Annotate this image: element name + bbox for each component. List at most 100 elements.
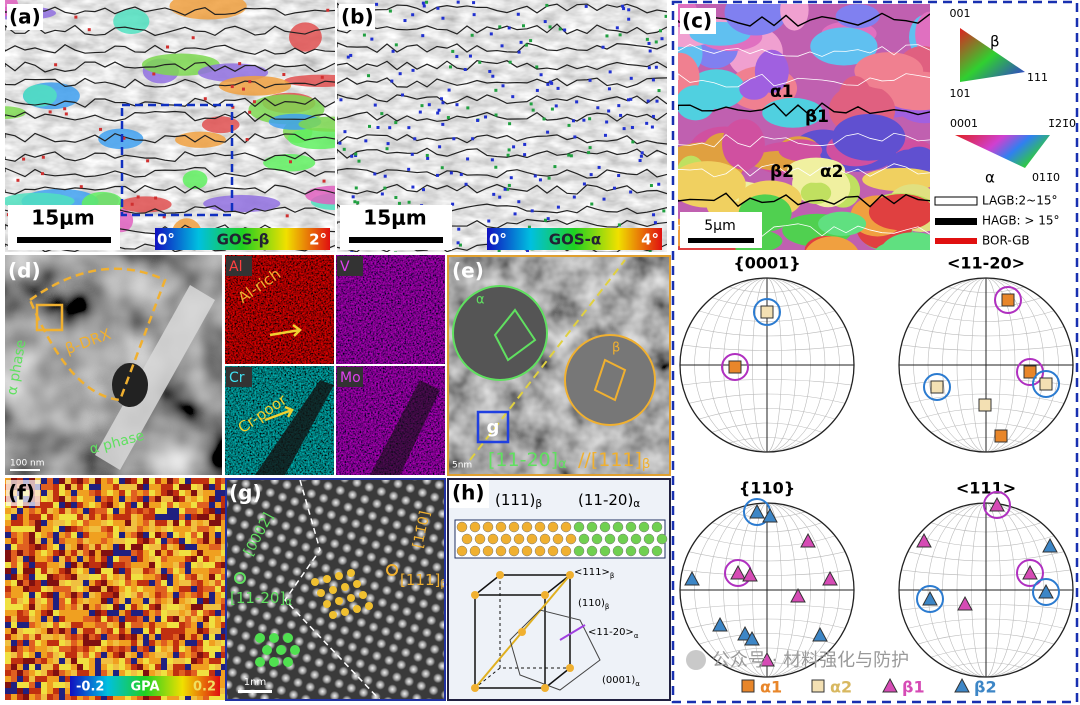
strain-cell	[143, 580, 149, 586]
strain-cell	[47, 634, 53, 640]
strain-cell	[83, 556, 89, 562]
subscript: β	[642, 457, 651, 472]
strain-cell	[209, 670, 215, 676]
orientation-dot	[648, 250, 652, 252]
strain-cell	[35, 640, 41, 646]
strain-cell	[161, 694, 167, 700]
strain-cell	[179, 538, 185, 544]
strain-cell	[11, 520, 17, 526]
strain-cell	[149, 634, 155, 640]
strain-cell	[149, 508, 155, 514]
strain-cell	[215, 622, 221, 628]
strain-cell	[53, 496, 59, 502]
strain-cell	[101, 526, 107, 532]
strain-cell	[47, 676, 53, 682]
pole-marker	[1001, 293, 1015, 307]
strain-cell	[5, 604, 11, 610]
strain-cell	[29, 562, 35, 568]
strain-cell	[59, 502, 65, 508]
strain-cell	[185, 484, 191, 490]
strain-cell	[221, 532, 227, 538]
subscript: α	[634, 632, 639, 640]
cube-atom	[541, 684, 549, 692]
strain-cell	[185, 694, 191, 700]
strain-cell	[11, 658, 17, 664]
strain-cell	[155, 580, 161, 586]
orientation-dot	[649, 184, 653, 188]
strain-cell	[149, 526, 155, 532]
strain-cell	[221, 478, 227, 484]
strain-cell	[179, 670, 185, 676]
strain-cell	[107, 508, 113, 514]
strain-cell	[29, 550, 35, 556]
orientation-dot	[543, 20, 547, 24]
strain-cell	[197, 646, 203, 652]
orientation-dot	[338, 141, 342, 145]
strain-cell	[41, 592, 47, 598]
strain-cell	[191, 568, 197, 574]
alpha-atom	[586, 521, 598, 533]
strain-cell	[29, 658, 35, 664]
orientation-dot	[556, 86, 560, 90]
strain-cell	[77, 598, 83, 604]
strain-cell	[83, 484, 89, 490]
strain-cell	[155, 670, 161, 676]
strain-cell	[41, 574, 47, 580]
strain-cell	[35, 598, 41, 604]
strain-cell	[89, 574, 95, 580]
strain-cell	[17, 694, 23, 700]
strain-cell	[23, 562, 29, 568]
orientation-dot	[447, 88, 451, 92]
strain-cell	[203, 586, 209, 592]
scale-bar	[238, 690, 272, 693]
strain-cell	[161, 646, 167, 652]
strain-cell	[89, 586, 95, 592]
strain-cell	[53, 550, 59, 556]
strain-cell	[5, 682, 11, 688]
strain-cell	[53, 502, 59, 508]
orientation-dot	[248, 110, 252, 114]
orientation-dot	[350, 251, 354, 252]
strain-cell	[5, 586, 11, 592]
orientation-dot	[517, 200, 521, 204]
strain-cell	[143, 568, 149, 574]
orientation-dot	[647, 41, 651, 45]
strain-cell	[197, 526, 203, 532]
orientation-dot	[501, 84, 505, 88]
strain-cell	[137, 520, 143, 526]
strain-cell	[107, 556, 113, 562]
strain-cell	[89, 490, 95, 496]
strain-cell	[173, 514, 179, 520]
strain-cell	[221, 526, 227, 532]
strain-cell	[71, 574, 77, 580]
strain-cell	[11, 640, 17, 646]
strain-cell	[173, 538, 179, 544]
strain-cell	[47, 574, 53, 580]
strain-cell	[11, 646, 17, 652]
strain-cell	[119, 544, 125, 550]
strain-cell	[95, 502, 101, 508]
orientation-dot	[99, 127, 103, 131]
orientation-dot	[655, 99, 659, 103]
strain-cell	[113, 550, 119, 556]
orientation-dot	[508, 60, 512, 64]
strain-cell	[95, 598, 101, 604]
strain-cell	[179, 532, 185, 538]
strain-cell	[221, 664, 227, 670]
strain-cell	[125, 658, 131, 664]
strain-cell	[107, 496, 113, 502]
strain-cell	[179, 574, 185, 580]
strain-cell	[59, 508, 65, 514]
strain-cell	[83, 592, 89, 598]
strain-cell	[203, 478, 209, 484]
orientation-dot	[241, 87, 245, 91]
orientation-dot	[529, 102, 533, 106]
strain-cell	[179, 604, 185, 610]
beta-atom	[341, 583, 349, 591]
strain-cell	[215, 526, 221, 532]
strain-cell	[107, 604, 113, 610]
strain-cell	[173, 634, 179, 640]
orientation-dot	[146, 159, 150, 163]
strain-cell	[221, 562, 227, 568]
strain-cell	[167, 508, 173, 514]
